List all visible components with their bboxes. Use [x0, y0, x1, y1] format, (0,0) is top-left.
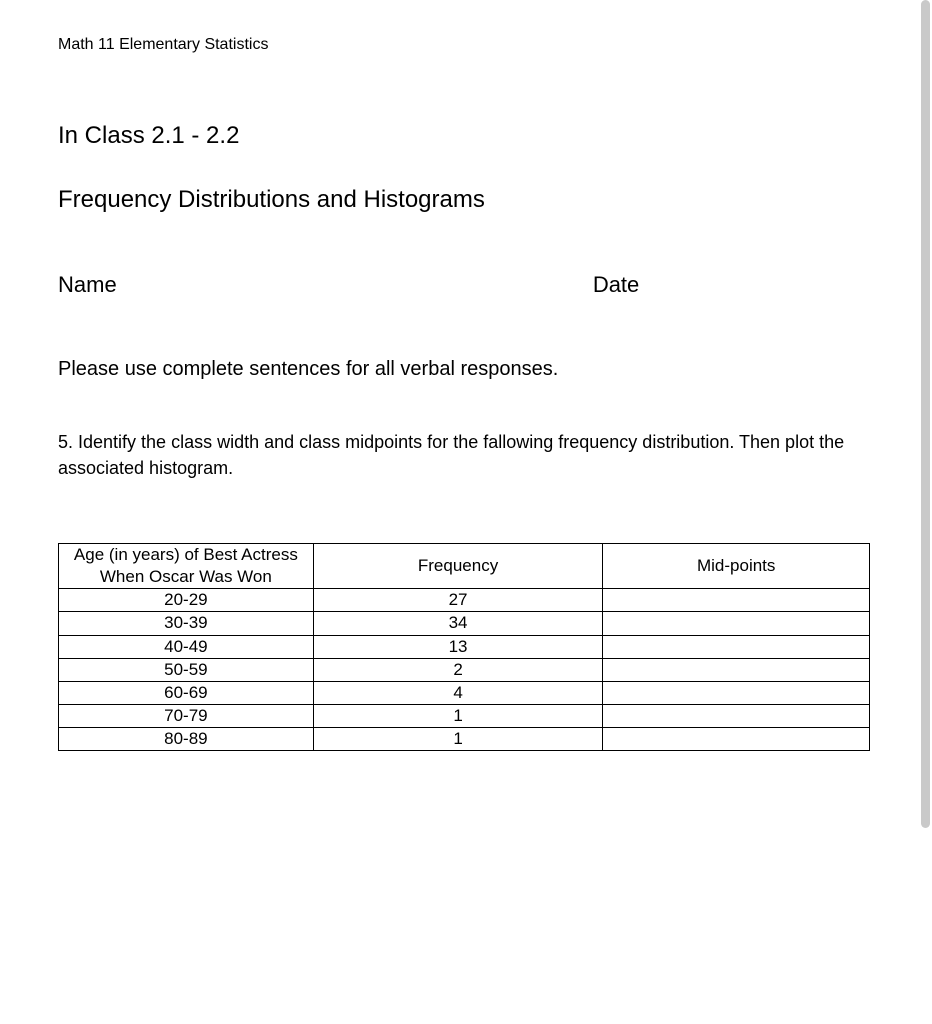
table-row: 70-79 1 — [59, 704, 870, 727]
worksheet-page: Math 11 Elementary Statistics In Class 2… — [0, 0, 932, 751]
cell-freq: 4 — [313, 681, 603, 704]
question-text: 5. Identify the class width and class mi… — [58, 429, 874, 481]
frequency-table: Age (in years) of Best Actress When Osca… — [58, 543, 870, 751]
table-row: 50-59 2 — [59, 658, 870, 681]
cell-age: 20-29 — [59, 589, 314, 612]
course-header: Math 11 Elementary Statistics — [58, 36, 874, 54]
col-header-midpoints: Mid-points — [603, 544, 870, 589]
cell-mid — [603, 635, 870, 658]
scrollbar-track[interactable] — [918, 0, 932, 830]
col-header-frequency: Frequency — [313, 544, 603, 589]
table-row: 60-69 4 — [59, 681, 870, 704]
table-row: 40-49 13 — [59, 635, 870, 658]
date-label: Date — [593, 272, 639, 298]
table-row: 80-89 1 — [59, 727, 870, 750]
section-title: In Class 2.1 - 2.2 — [58, 122, 874, 150]
cell-freq: 27 — [313, 589, 603, 612]
scrollbar-thumb[interactable] — [921, 0, 930, 828]
name-label: Name — [58, 272, 117, 297]
cell-mid — [603, 589, 870, 612]
instructions-text: Please use complete sentences for all ve… — [58, 358, 874, 381]
cell-age: 60-69 — [59, 681, 314, 704]
table-row: 30-39 34 — [59, 612, 870, 635]
cell-age: 80-89 — [59, 727, 314, 750]
cell-age: 40-49 — [59, 635, 314, 658]
cell-mid — [603, 681, 870, 704]
table-row: 20-29 27 — [59, 589, 870, 612]
cell-mid — [603, 612, 870, 635]
section-subtitle: Frequency Distributions and Histograms — [58, 186, 874, 214]
col-header-age-line1: Age (in years) of Best Actress — [74, 545, 298, 564]
cell-age: 30-39 — [59, 612, 314, 635]
col-header-age: Age (in years) of Best Actress When Osca… — [59, 544, 314, 589]
cell-age: 70-79 — [59, 704, 314, 727]
cell-freq: 34 — [313, 612, 603, 635]
cell-mid — [603, 658, 870, 681]
cell-mid — [603, 704, 870, 727]
cell-freq: 1 — [313, 727, 603, 750]
cell-freq: 1 — [313, 704, 603, 727]
cell-freq: 2 — [313, 658, 603, 681]
col-header-age-line2: When Oscar Was Won — [100, 567, 272, 586]
table-header-row: Age (in years) of Best Actress When Osca… — [59, 544, 870, 589]
cell-freq: 13 — [313, 635, 603, 658]
cell-age: 50-59 — [59, 658, 314, 681]
cell-mid — [603, 727, 870, 750]
name-date-row: Name Date — [58, 272, 874, 298]
